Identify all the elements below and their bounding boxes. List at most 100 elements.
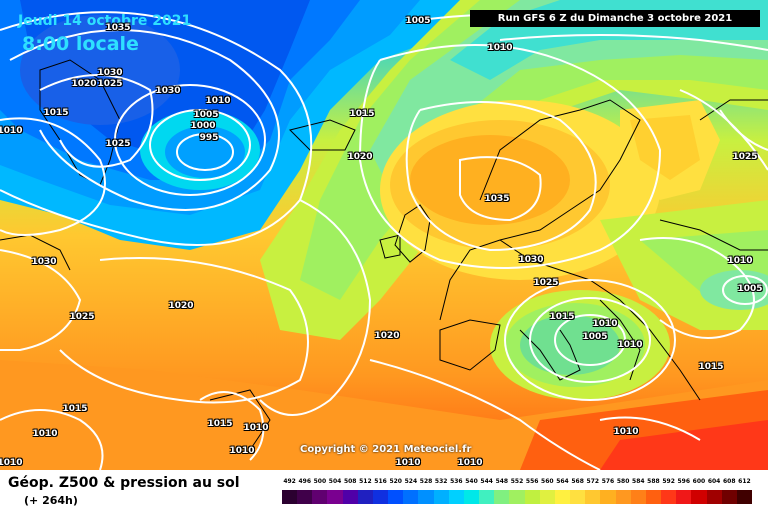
- isobar-label: 1010: [0, 126, 23, 136]
- isobar-label: 1010: [457, 458, 483, 468]
- scale-tick-label: 516: [374, 478, 387, 485]
- run-info: Run GFS 6 Z du Dimanche 3 octobre 2021: [470, 10, 760, 27]
- scale-tick-label: 504: [328, 478, 342, 485]
- scale-swatch: [630, 490, 647, 504]
- geopotential-field: [0, 0, 768, 470]
- isobar-label: 1015: [698, 362, 724, 372]
- scale-tick-label: 592: [662, 478, 675, 485]
- scale-swatch: [448, 490, 465, 504]
- scale-tick-label: 544: [480, 478, 493, 485]
- isobar-label: 1010: [487, 43, 513, 53]
- isobar-lines: [0, 11, 768, 470]
- scale-tick-label: 528: [419, 478, 433, 485]
- isobar-label: 1025: [97, 79, 123, 89]
- isobar-label: 1020: [374, 331, 400, 341]
- scale-tick-label: 604: [707, 478, 721, 485]
- map-title: Géop. Z500 & pression au sol: [8, 475, 240, 491]
- scale-swatch: [388, 490, 404, 504]
- scale-swatch: [494, 490, 510, 504]
- scale-swatch: [736, 490, 753, 504]
- isobar-label: 1030: [518, 255, 544, 265]
- scale-swatch: [357, 490, 374, 504]
- scale-swatch: [615, 490, 632, 504]
- scale-swatch: [509, 490, 526, 504]
- scale-swatch: [585, 490, 601, 504]
- scale-tick-label: 568: [571, 478, 584, 485]
- scale-swatch: [691, 490, 707, 504]
- scale-tick-label: 608: [722, 478, 736, 485]
- coastlines: [0, 59, 768, 451]
- scale-swatch: [600, 490, 617, 504]
- weather-map: Jeudi 14 octobre 2021 8:00 locale Run GF…: [0, 0, 768, 470]
- isobar-label: 1025: [69, 312, 95, 322]
- scale-tick-label: 492: [283, 478, 296, 485]
- scale-tick-label: 508: [343, 478, 357, 485]
- isobar-label: 1005: [582, 332, 608, 342]
- isobar-label: 1015: [62, 404, 88, 414]
- scale-swatch: [479, 490, 495, 504]
- isobar-label: 1025: [533, 278, 559, 288]
- scale-swatch: [524, 490, 541, 504]
- scale-tick-label: 524: [404, 478, 418, 485]
- scale-swatch: [312, 490, 328, 504]
- isobar-label: 1010: [617, 340, 643, 350]
- scale-swatch: [539, 490, 556, 504]
- isobar-label: 995: [199, 133, 219, 143]
- scale-swatch: [570, 490, 586, 504]
- scale-swatch: [463, 490, 480, 504]
- scale-swatch: [372, 490, 389, 504]
- isobar-label: 1010: [229, 446, 255, 456]
- isobar-label: 1020: [168, 301, 194, 311]
- isobar-label: 1000: [190, 121, 216, 131]
- isobar-label: 1010: [395, 458, 421, 468]
- scale-tick-label: 572: [586, 478, 600, 485]
- isobar-label: 1015: [207, 419, 233, 429]
- scale-swatch: [403, 490, 419, 504]
- scale-tick-label: 500: [313, 478, 327, 485]
- isobar-label: 1010: [205, 96, 231, 106]
- scale-tick-label: 532: [434, 478, 448, 485]
- scale-tick-label: 552: [510, 478, 524, 485]
- isobar-label: 1015: [349, 109, 375, 119]
- scale-swatch: [721, 490, 738, 504]
- isobar-label: 1010: [592, 319, 618, 329]
- isobar-label: 1005: [737, 284, 763, 294]
- scale-tick-label: 520: [389, 478, 402, 485]
- isobar-label: 1005: [405, 16, 431, 26]
- isobar-label: 1030: [155, 86, 181, 96]
- scale-swatch: [706, 490, 723, 504]
- scale-swatch: [342, 490, 359, 504]
- isobar-label: 1010: [32, 429, 58, 439]
- scale-swatch: [282, 490, 298, 504]
- scale-swatch: [676, 490, 692, 504]
- isobar-label: 1035: [105, 23, 131, 33]
- isobar-label: 1020: [71, 79, 97, 89]
- scale-tick-label: 576: [601, 478, 615, 485]
- copyright-notice: Copyright © 2021 Meteociel.fr: [300, 444, 472, 455]
- scale-tick-label: 596: [677, 478, 691, 485]
- isobar-label: 1025: [732, 152, 758, 162]
- isobar-label: 1010: [243, 423, 269, 433]
- scale-tick-label: 580: [616, 478, 630, 485]
- scale-tick-label: 556: [525, 478, 539, 485]
- isobar-label: 1020: [347, 152, 373, 162]
- isobar-label: 1010: [0, 458, 23, 468]
- color-scale-legend: 492 496 500 504 508 512 516 520 524 528 532 536 540 5…: [282, 478, 753, 508]
- forecast-time: 8:00 locale: [22, 33, 139, 55]
- scale-swatch: [327, 490, 344, 504]
- isobar-label: 1035: [484, 194, 510, 204]
- scale-tick-label: 548: [495, 478, 509, 485]
- isobar-label: 1030: [31, 257, 57, 267]
- scale-swatch: [433, 490, 450, 504]
- isobar-label: 1010: [613, 427, 639, 437]
- scale-tick-label: 600: [692, 478, 706, 485]
- scale-swatch: [554, 490, 571, 504]
- forecast-range: (+ 264h): [24, 494, 78, 507]
- isobar-label: 1015: [43, 108, 69, 118]
- scale-tick-label: 512: [359, 478, 372, 485]
- scale-swatch: [661, 490, 677, 504]
- scale-tick-label: 540: [465, 478, 478, 485]
- scale-tick-label: 612: [738, 478, 751, 485]
- scale-tick-label: 588: [647, 478, 660, 485]
- scale-tick-label: 560: [541, 478, 554, 485]
